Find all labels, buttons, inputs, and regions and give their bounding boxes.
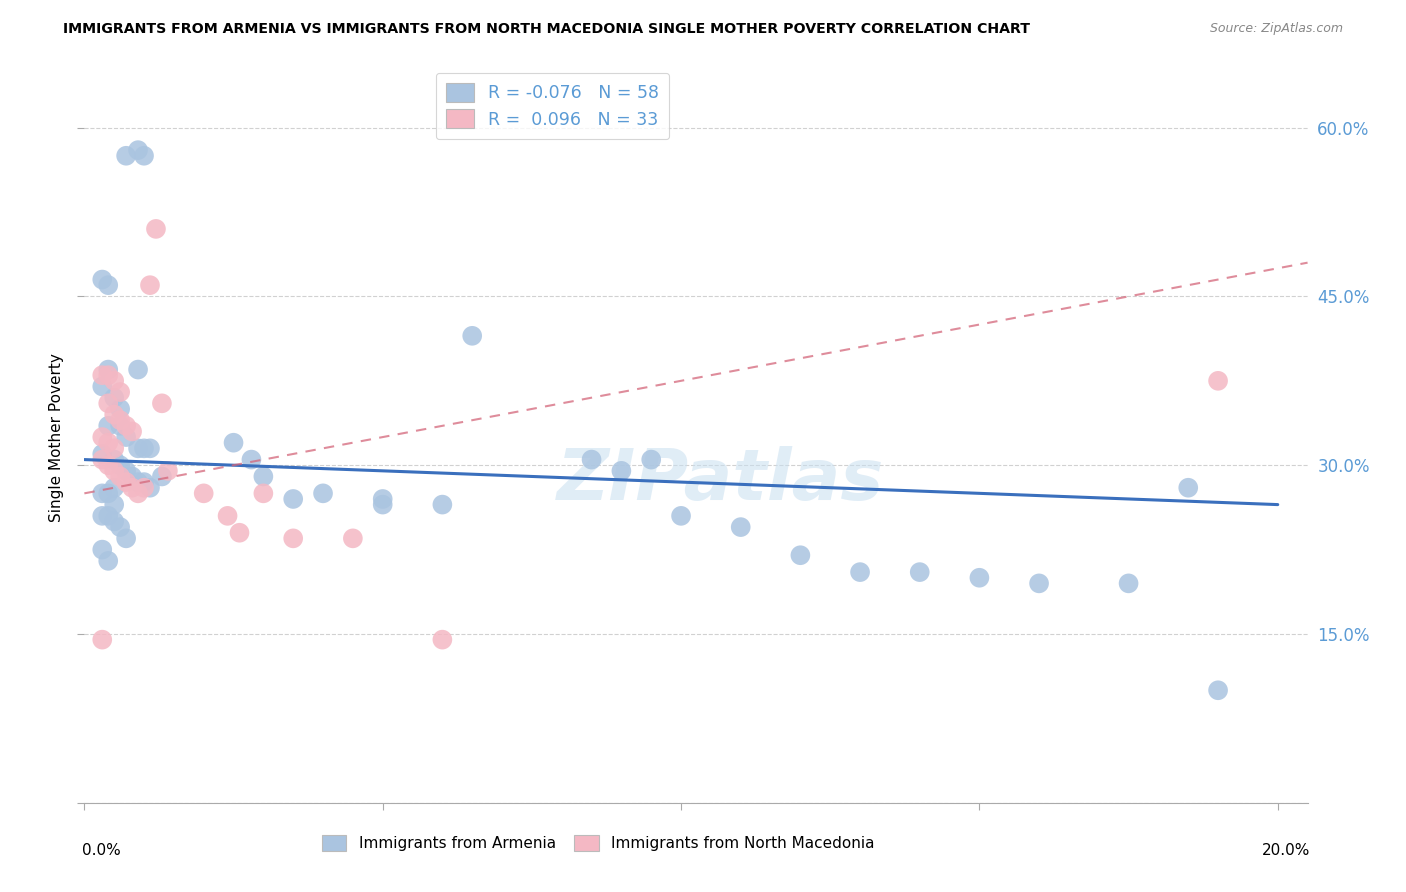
- Point: [252, 486, 274, 500]
- Point: [103, 515, 125, 529]
- Point: [97, 486, 120, 500]
- Point: [91, 272, 114, 286]
- Point: [103, 452, 125, 467]
- Point: [127, 143, 149, 157]
- Point: [150, 469, 173, 483]
- Point: [139, 278, 162, 293]
- Point: [97, 554, 120, 568]
- Point: [91, 542, 114, 557]
- Point: [103, 442, 125, 456]
- Point: [371, 491, 394, 506]
- Point: [145, 222, 167, 236]
- Point: [1118, 576, 1140, 591]
- Point: [108, 458, 131, 473]
- Point: [97, 418, 120, 433]
- Text: Source: ZipAtlas.com: Source: ZipAtlas.com: [1209, 22, 1343, 36]
- Point: [103, 391, 125, 405]
- Point: [97, 368, 120, 383]
- Point: [640, 452, 662, 467]
- Point: [908, 565, 931, 579]
- Point: [91, 447, 114, 461]
- Point: [283, 532, 305, 546]
- Text: ZIPatlas: ZIPatlas: [557, 447, 884, 516]
- Point: [193, 486, 215, 500]
- Legend: Immigrants from Armenia, Immigrants from North Macedonia: Immigrants from Armenia, Immigrants from…: [316, 830, 880, 857]
- Point: [849, 565, 872, 579]
- Point: [127, 475, 149, 489]
- Point: [121, 469, 143, 483]
- Point: [103, 481, 125, 495]
- Point: [156, 464, 179, 478]
- Point: [132, 149, 155, 163]
- Point: [1206, 683, 1229, 698]
- Point: [97, 396, 120, 410]
- Point: [115, 532, 138, 546]
- Point: [115, 464, 138, 478]
- Point: [1177, 481, 1199, 495]
- Point: [969, 571, 991, 585]
- Point: [91, 452, 114, 467]
- Point: [103, 464, 125, 478]
- Point: [610, 464, 633, 478]
- Point: [115, 430, 138, 444]
- Point: [91, 430, 114, 444]
- Point: [217, 508, 239, 523]
- Point: [139, 442, 162, 456]
- Point: [283, 491, 305, 506]
- Point: [97, 362, 120, 376]
- Point: [97, 458, 120, 473]
- Point: [91, 632, 114, 647]
- Point: [103, 408, 125, 422]
- Point: [108, 413, 131, 427]
- Point: [121, 481, 143, 495]
- Point: [432, 498, 454, 512]
- Point: [108, 418, 131, 433]
- Y-axis label: Single Mother Poverty: Single Mother Poverty: [49, 352, 65, 522]
- Point: [789, 548, 811, 562]
- Point: [115, 149, 138, 163]
- Point: [97, 435, 120, 450]
- Point: [730, 520, 752, 534]
- Point: [108, 469, 131, 483]
- Point: [240, 452, 263, 467]
- Point: [127, 486, 149, 500]
- Point: [108, 520, 131, 534]
- Point: [91, 486, 114, 500]
- Point: [1206, 374, 1229, 388]
- Point: [222, 435, 245, 450]
- Point: [91, 508, 114, 523]
- Point: [1028, 576, 1050, 591]
- Point: [669, 508, 692, 523]
- Point: [150, 396, 173, 410]
- Point: [581, 452, 603, 467]
- Point: [461, 328, 484, 343]
- Point: [139, 481, 162, 495]
- Point: [108, 385, 131, 400]
- Point: [252, 469, 274, 483]
- Point: [342, 532, 364, 546]
- Point: [91, 379, 114, 393]
- Point: [121, 425, 143, 439]
- Point: [115, 418, 138, 433]
- Text: 20.0%: 20.0%: [1261, 843, 1310, 858]
- Point: [312, 486, 335, 500]
- Point: [132, 475, 155, 489]
- Point: [132, 442, 155, 456]
- Point: [97, 278, 120, 293]
- Point: [103, 498, 125, 512]
- Point: [91, 368, 114, 383]
- Point: [228, 525, 250, 540]
- Point: [132, 481, 155, 495]
- Point: [432, 632, 454, 647]
- Text: 0.0%: 0.0%: [82, 843, 121, 858]
- Point: [108, 401, 131, 416]
- Point: [371, 498, 394, 512]
- Point: [115, 475, 138, 489]
- Point: [97, 508, 120, 523]
- Point: [127, 362, 149, 376]
- Text: IMMIGRANTS FROM ARMENIA VS IMMIGRANTS FROM NORTH MACEDONIA SINGLE MOTHER POVERTY: IMMIGRANTS FROM ARMENIA VS IMMIGRANTS FR…: [63, 22, 1031, 37]
- Point: [127, 442, 149, 456]
- Point: [103, 374, 125, 388]
